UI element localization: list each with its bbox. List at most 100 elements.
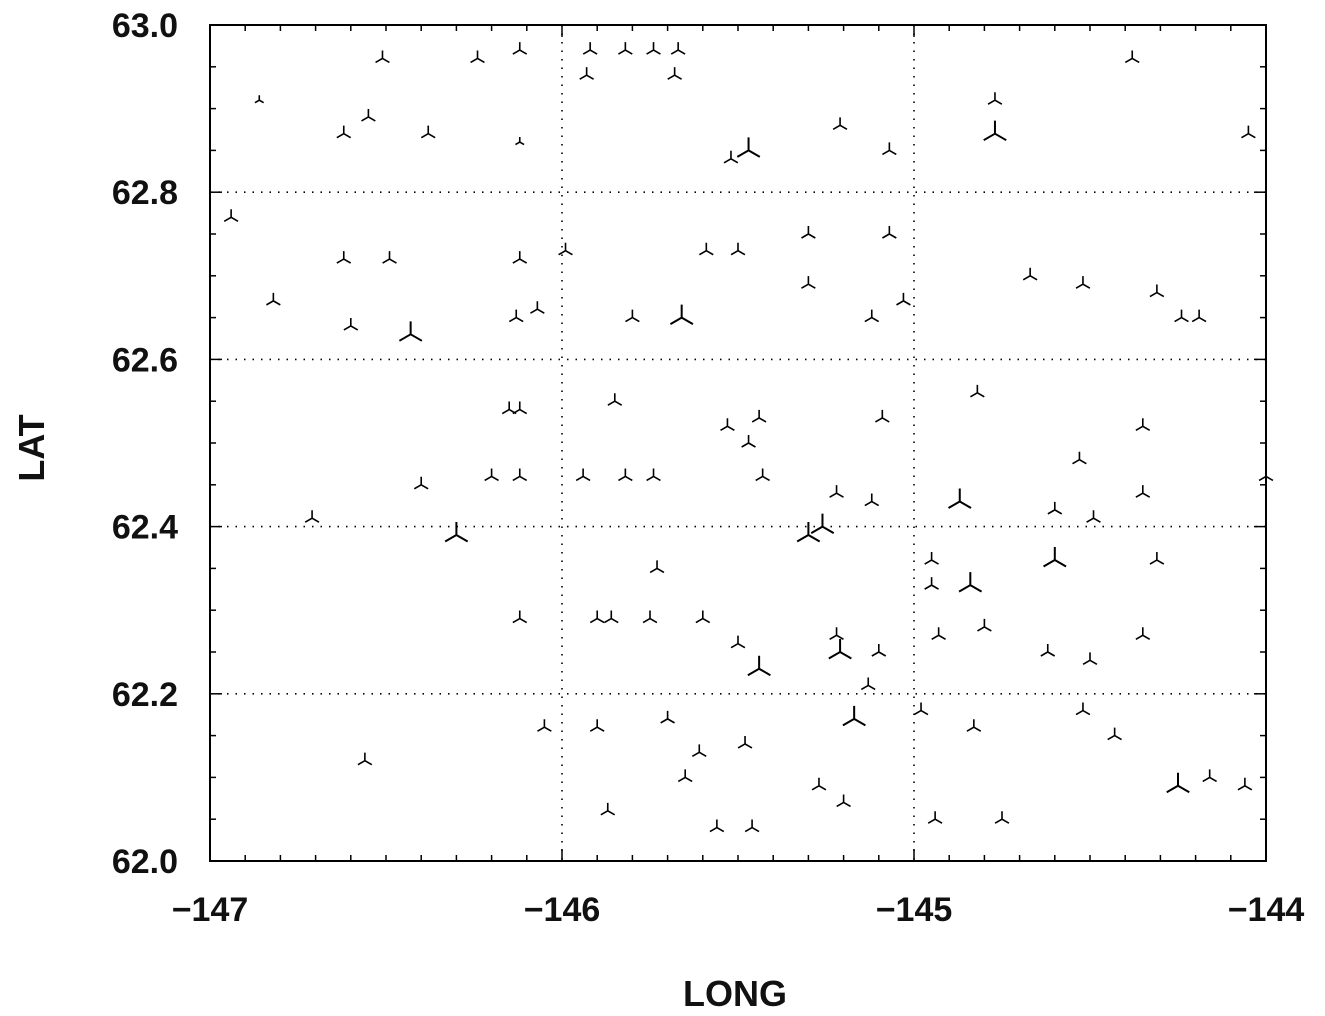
data-point [828,639,852,660]
data-point [730,635,746,649]
data-points [223,42,1274,833]
data-point [811,777,827,791]
data-point [737,735,753,749]
data-point [607,393,623,406]
data-point [669,304,694,325]
data-point [709,819,725,833]
data-point [642,610,658,624]
data-point [801,226,816,239]
data-point [882,226,897,239]
data-point [600,802,616,816]
data-point [747,655,771,677]
data-point [223,209,239,222]
data-point [515,137,525,146]
data-point [977,618,992,632]
data-point [558,242,573,256]
data-point [860,677,876,691]
data-point [382,251,397,264]
data-point [413,476,429,490]
data-point [304,510,320,523]
data-point [266,292,281,306]
data-point [744,819,760,833]
data-point [589,719,605,732]
data-point [983,120,1007,142]
y-tick-label: 62.0 [112,843,178,881]
data-point [537,719,552,732]
data-point [512,251,528,264]
data-point [1135,485,1151,498]
y-tick-label: 62.6 [112,341,178,379]
data-point [649,560,665,574]
data-point [1082,652,1098,666]
data-point [646,468,661,482]
data-point [871,644,887,657]
data-point [948,488,972,509]
x-axis-title: LONG [683,973,787,1014]
x-tick-labels: −147 −146 −145 −144 [172,891,1305,929]
data-point [660,710,675,724]
data-point [864,309,880,323]
data-point [579,67,594,80]
data-point [667,67,682,80]
data-point [398,321,423,342]
data-point [1166,772,1190,794]
data-point [618,42,633,55]
data-point [970,384,985,398]
data-point [512,610,528,624]
y-tick-label: 62.8 [112,174,178,212]
data-point [927,811,943,824]
data-point [1075,276,1091,289]
data-point [994,811,1010,824]
data-point [420,125,436,139]
data-point [512,42,528,55]
data-point [1107,727,1122,741]
data-point [361,108,376,122]
data-point [720,418,735,431]
data-point [924,552,939,565]
data-point [864,493,880,507]
data-point [829,627,844,640]
data-point [987,92,1003,105]
data-point [730,242,746,256]
x-tick-label: −144 [1228,891,1305,929]
data-point [810,513,835,534]
data-point [723,150,739,164]
data-point [618,468,633,482]
y-tick-label: 62.2 [112,676,178,714]
data-point [896,292,911,306]
data-point [484,468,499,482]
data-point [736,137,761,158]
data-point [625,309,640,323]
data-point [646,42,661,55]
data-point [801,276,816,289]
data-point [695,610,711,624]
data-point [958,572,983,593]
data-point [336,125,352,139]
data-point [501,401,517,415]
data-point [1241,125,1256,139]
data-point [691,744,707,758]
data-point [796,521,821,543]
data-point [1174,309,1189,323]
data-point [842,705,866,727]
data-point [1043,547,1067,568]
data-point [444,521,469,543]
data-point [832,117,848,131]
grid-lines [210,25,1266,861]
data-point [836,794,851,808]
data-point [1086,510,1101,523]
data-point [1022,267,1038,281]
y-axis-title: LAT [11,414,52,481]
data-point [375,50,390,64]
data-point [698,242,714,256]
data-point [741,435,756,448]
data-point [357,752,373,766]
data-point [582,42,598,55]
data-point [882,142,897,156]
y-tick-label: 62.4 [112,509,178,547]
data-point [1149,552,1165,565]
x-tick-label: −145 [876,891,953,929]
x-tick-label: −146 [524,891,601,929]
data-point [1075,702,1091,716]
